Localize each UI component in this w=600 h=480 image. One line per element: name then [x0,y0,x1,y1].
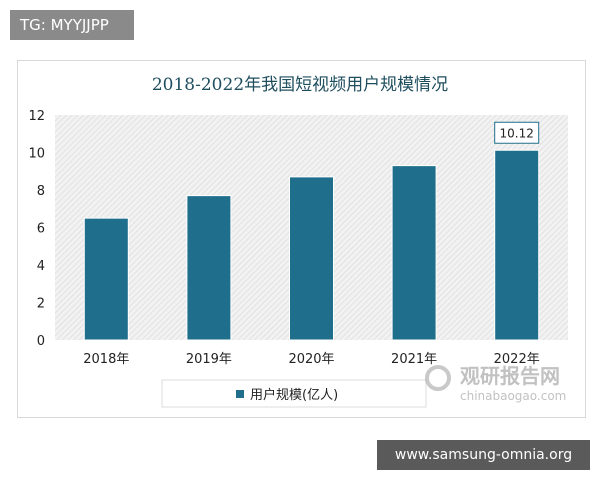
x-tick-label: 2021年 [391,352,437,367]
logo-name: 观研报告网 [460,364,560,388]
logo-watermark: 观研报告网 chinabaogao.com [425,364,566,403]
chart-title: 2018-2022年我国短视频用户规模情况 [152,75,448,95]
y-tick-label: 0 [37,334,45,349]
y-tick-label: 12 [28,109,45,124]
bar-2018年 [83,217,129,341]
y-tick-label: 8 [37,184,45,199]
logo-url: chinabaogao.com [460,389,566,403]
legend-label: 用户规模(亿人) [250,387,338,403]
x-tick-label: 2022年 [494,352,540,367]
y-tick-label: 4 [37,259,45,274]
bar-2020年 [289,176,334,341]
bar-2019年 [186,195,232,341]
legend-swatch [236,390,244,398]
y-tick-label: 2 [37,297,45,312]
x-tick-label: 2018年 [83,352,129,367]
chart-frame [17,60,586,418]
data-label-box [494,121,540,144]
legend-box [161,379,427,408]
x-tick-label: 2019年 [186,352,232,367]
bar-2022年 [494,149,540,341]
bar-2021年 [391,165,437,341]
data-label: 10.12 [500,126,534,140]
y-tick-label: 10 [28,147,45,162]
y-tick-label: 6 [37,222,45,237]
watermark-top: TG: MYYJJPP [10,10,134,40]
watermark-bottom: www.samsung-omnia.org [377,440,590,470]
x-tick-label: 2020年 [288,352,334,367]
